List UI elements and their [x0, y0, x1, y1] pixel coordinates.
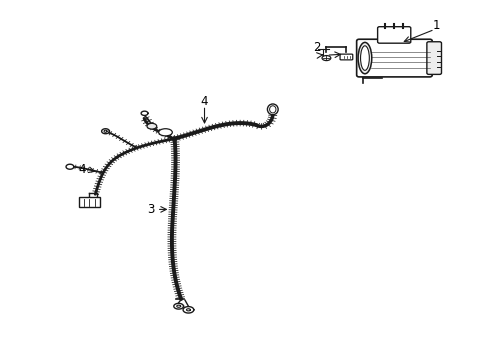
Ellipse shape	[267, 104, 278, 115]
Text: 1: 1	[431, 19, 439, 32]
FancyBboxPatch shape	[339, 54, 352, 60]
Text: 3: 3	[147, 203, 154, 216]
FancyBboxPatch shape	[79, 197, 100, 207]
Ellipse shape	[322, 55, 330, 60]
FancyBboxPatch shape	[377, 27, 410, 43]
Text: 4: 4	[79, 163, 86, 176]
Ellipse shape	[269, 106, 275, 113]
FancyBboxPatch shape	[426, 42, 441, 75]
Ellipse shape	[360, 46, 368, 70]
Text: 2: 2	[312, 41, 320, 54]
Ellipse shape	[147, 123, 157, 129]
FancyBboxPatch shape	[356, 39, 431, 77]
Ellipse shape	[158, 129, 172, 136]
Text: 4: 4	[201, 95, 208, 108]
Ellipse shape	[357, 42, 371, 74]
